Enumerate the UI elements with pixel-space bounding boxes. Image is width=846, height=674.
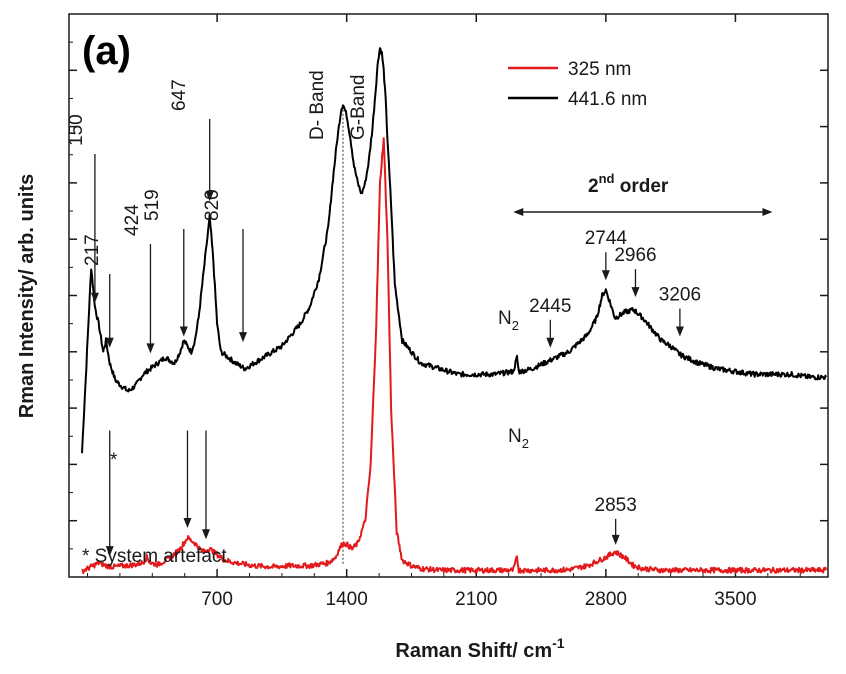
x-tick-label: 1400 xyxy=(326,589,368,610)
arrow-217-head xyxy=(105,337,114,348)
x-tick-label: 3500 xyxy=(714,589,756,610)
red-arrow-2853-head xyxy=(611,534,620,545)
series-line-441-6-nm xyxy=(81,47,827,454)
y-axis-title: Rman Intensity/ arb. units xyxy=(16,174,38,418)
x-axis-title-main: Raman Shift/ cm xyxy=(395,640,552,662)
peak-label-2744: 2744 xyxy=(585,228,628,249)
arrow-3206-head xyxy=(675,326,684,337)
legend: 325 nm 441.6 nm xyxy=(508,59,647,110)
x-tick-label: 700 xyxy=(201,589,233,610)
artefact-note: * System artefact xyxy=(82,546,227,567)
second-order-main: 2 xyxy=(588,176,599,197)
peak-label-3206: 3206 xyxy=(659,285,701,306)
legend-label-325nm: 325 nm xyxy=(568,59,631,80)
red-arrow-2-head xyxy=(201,529,210,540)
peak-label-217: 217 xyxy=(82,234,103,266)
arrow-2744-head xyxy=(601,270,610,281)
n2-label-red: N2 xyxy=(508,426,529,451)
g-band-label: G-Band xyxy=(348,75,369,140)
n2-red-main: N xyxy=(508,426,522,447)
artefact-asterisk: * xyxy=(110,450,118,471)
second-order-arrow-left xyxy=(513,208,524,216)
series-layer xyxy=(81,47,828,575)
d-band-label: D- Band xyxy=(307,70,328,140)
x-tick-label: 2100 xyxy=(455,589,497,610)
arrow-2445-head xyxy=(546,337,555,348)
red-arrow-1-head xyxy=(183,517,192,528)
peak-label-2966: 2966 xyxy=(614,245,656,266)
series-line-325-nm xyxy=(81,137,828,575)
panel-label: (a) xyxy=(82,29,131,73)
x-tick-label: 2800 xyxy=(585,589,627,610)
x-axis-title-sup: -1 xyxy=(552,635,565,651)
peak-label-519: 519 xyxy=(142,189,163,221)
second-order-rest: order xyxy=(614,176,668,197)
arrow-519-head xyxy=(179,326,188,337)
legend-label-441nm: 441.6 nm xyxy=(568,89,647,110)
arrow-647-head xyxy=(205,191,214,202)
n2-label-black: N2 xyxy=(498,308,519,333)
peak-label-150: 150 xyxy=(66,114,87,146)
second-order-arrow-right xyxy=(762,208,773,216)
second-order-label: 2nd order xyxy=(588,171,669,197)
peak-label-424: 424 xyxy=(122,204,143,236)
x-axis-title: Raman Shift/ cm-1 xyxy=(395,635,564,662)
red-arrow-0-head xyxy=(105,546,114,557)
axis-ticks: 700 1400 2100 2800 3500 xyxy=(69,14,828,610)
arrow-2966-head xyxy=(631,287,640,298)
peak-label-2853: 2853 xyxy=(595,495,637,516)
peak-label-2445: 2445 xyxy=(529,296,571,317)
arrow-424-head xyxy=(146,343,155,354)
peak-label-647: 647 xyxy=(169,79,190,111)
arrow-150-head xyxy=(90,292,99,303)
n2-black-sub: 2 xyxy=(512,318,519,333)
n2-black-main: N xyxy=(498,308,512,329)
arrow-820-head xyxy=(239,332,248,343)
peak-label-820: 820 xyxy=(202,189,223,221)
n2-red-sub: 2 xyxy=(522,436,529,451)
second-order-sup: nd xyxy=(599,171,615,186)
